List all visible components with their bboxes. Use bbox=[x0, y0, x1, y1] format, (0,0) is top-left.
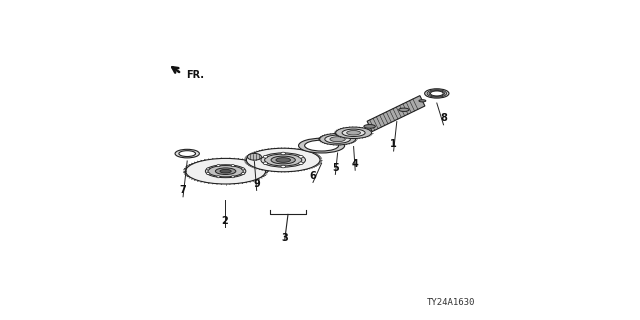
Text: TY24A1630: TY24A1630 bbox=[427, 298, 475, 307]
Ellipse shape bbox=[207, 172, 210, 174]
Ellipse shape bbox=[265, 154, 302, 166]
Ellipse shape bbox=[179, 151, 196, 156]
Ellipse shape bbox=[208, 165, 243, 177]
Ellipse shape bbox=[425, 89, 449, 98]
Ellipse shape bbox=[427, 90, 447, 97]
Ellipse shape bbox=[271, 156, 296, 164]
Ellipse shape bbox=[399, 108, 409, 111]
Ellipse shape bbox=[299, 162, 303, 164]
Ellipse shape bbox=[263, 162, 268, 164]
Text: 1: 1 bbox=[390, 140, 397, 149]
Ellipse shape bbox=[263, 156, 268, 158]
Ellipse shape bbox=[246, 148, 320, 172]
Ellipse shape bbox=[276, 158, 291, 162]
Ellipse shape bbox=[419, 100, 426, 102]
Ellipse shape bbox=[330, 137, 346, 142]
Text: FR.: FR. bbox=[186, 69, 204, 80]
Polygon shape bbox=[367, 96, 425, 132]
Ellipse shape bbox=[220, 169, 231, 173]
Text: 4: 4 bbox=[352, 159, 358, 169]
Ellipse shape bbox=[342, 129, 365, 137]
Ellipse shape bbox=[205, 165, 246, 178]
Text: 5: 5 bbox=[332, 163, 339, 173]
Ellipse shape bbox=[281, 165, 285, 168]
Text: 2: 2 bbox=[221, 216, 228, 226]
Ellipse shape bbox=[231, 176, 234, 178]
Ellipse shape bbox=[299, 156, 303, 158]
Ellipse shape bbox=[207, 168, 210, 170]
Text: 7: 7 bbox=[180, 185, 186, 195]
Text: 3: 3 bbox=[282, 233, 288, 243]
Ellipse shape bbox=[217, 176, 220, 178]
Ellipse shape bbox=[305, 140, 339, 151]
Ellipse shape bbox=[215, 168, 236, 174]
Ellipse shape bbox=[217, 164, 220, 167]
Ellipse shape bbox=[175, 149, 200, 158]
Text: 6: 6 bbox=[310, 171, 316, 181]
Text: 9: 9 bbox=[253, 179, 260, 189]
Ellipse shape bbox=[429, 91, 445, 96]
Ellipse shape bbox=[320, 133, 356, 145]
Ellipse shape bbox=[364, 124, 375, 128]
Ellipse shape bbox=[241, 168, 244, 170]
Ellipse shape bbox=[186, 158, 266, 184]
Ellipse shape bbox=[231, 164, 234, 167]
Ellipse shape bbox=[431, 91, 443, 96]
Ellipse shape bbox=[298, 138, 345, 153]
Ellipse shape bbox=[281, 152, 285, 155]
Ellipse shape bbox=[347, 131, 360, 135]
Ellipse shape bbox=[325, 135, 351, 143]
Text: 8: 8 bbox=[440, 113, 447, 123]
Ellipse shape bbox=[336, 127, 372, 139]
Ellipse shape bbox=[261, 153, 305, 167]
Ellipse shape bbox=[247, 153, 262, 160]
Ellipse shape bbox=[241, 172, 244, 174]
